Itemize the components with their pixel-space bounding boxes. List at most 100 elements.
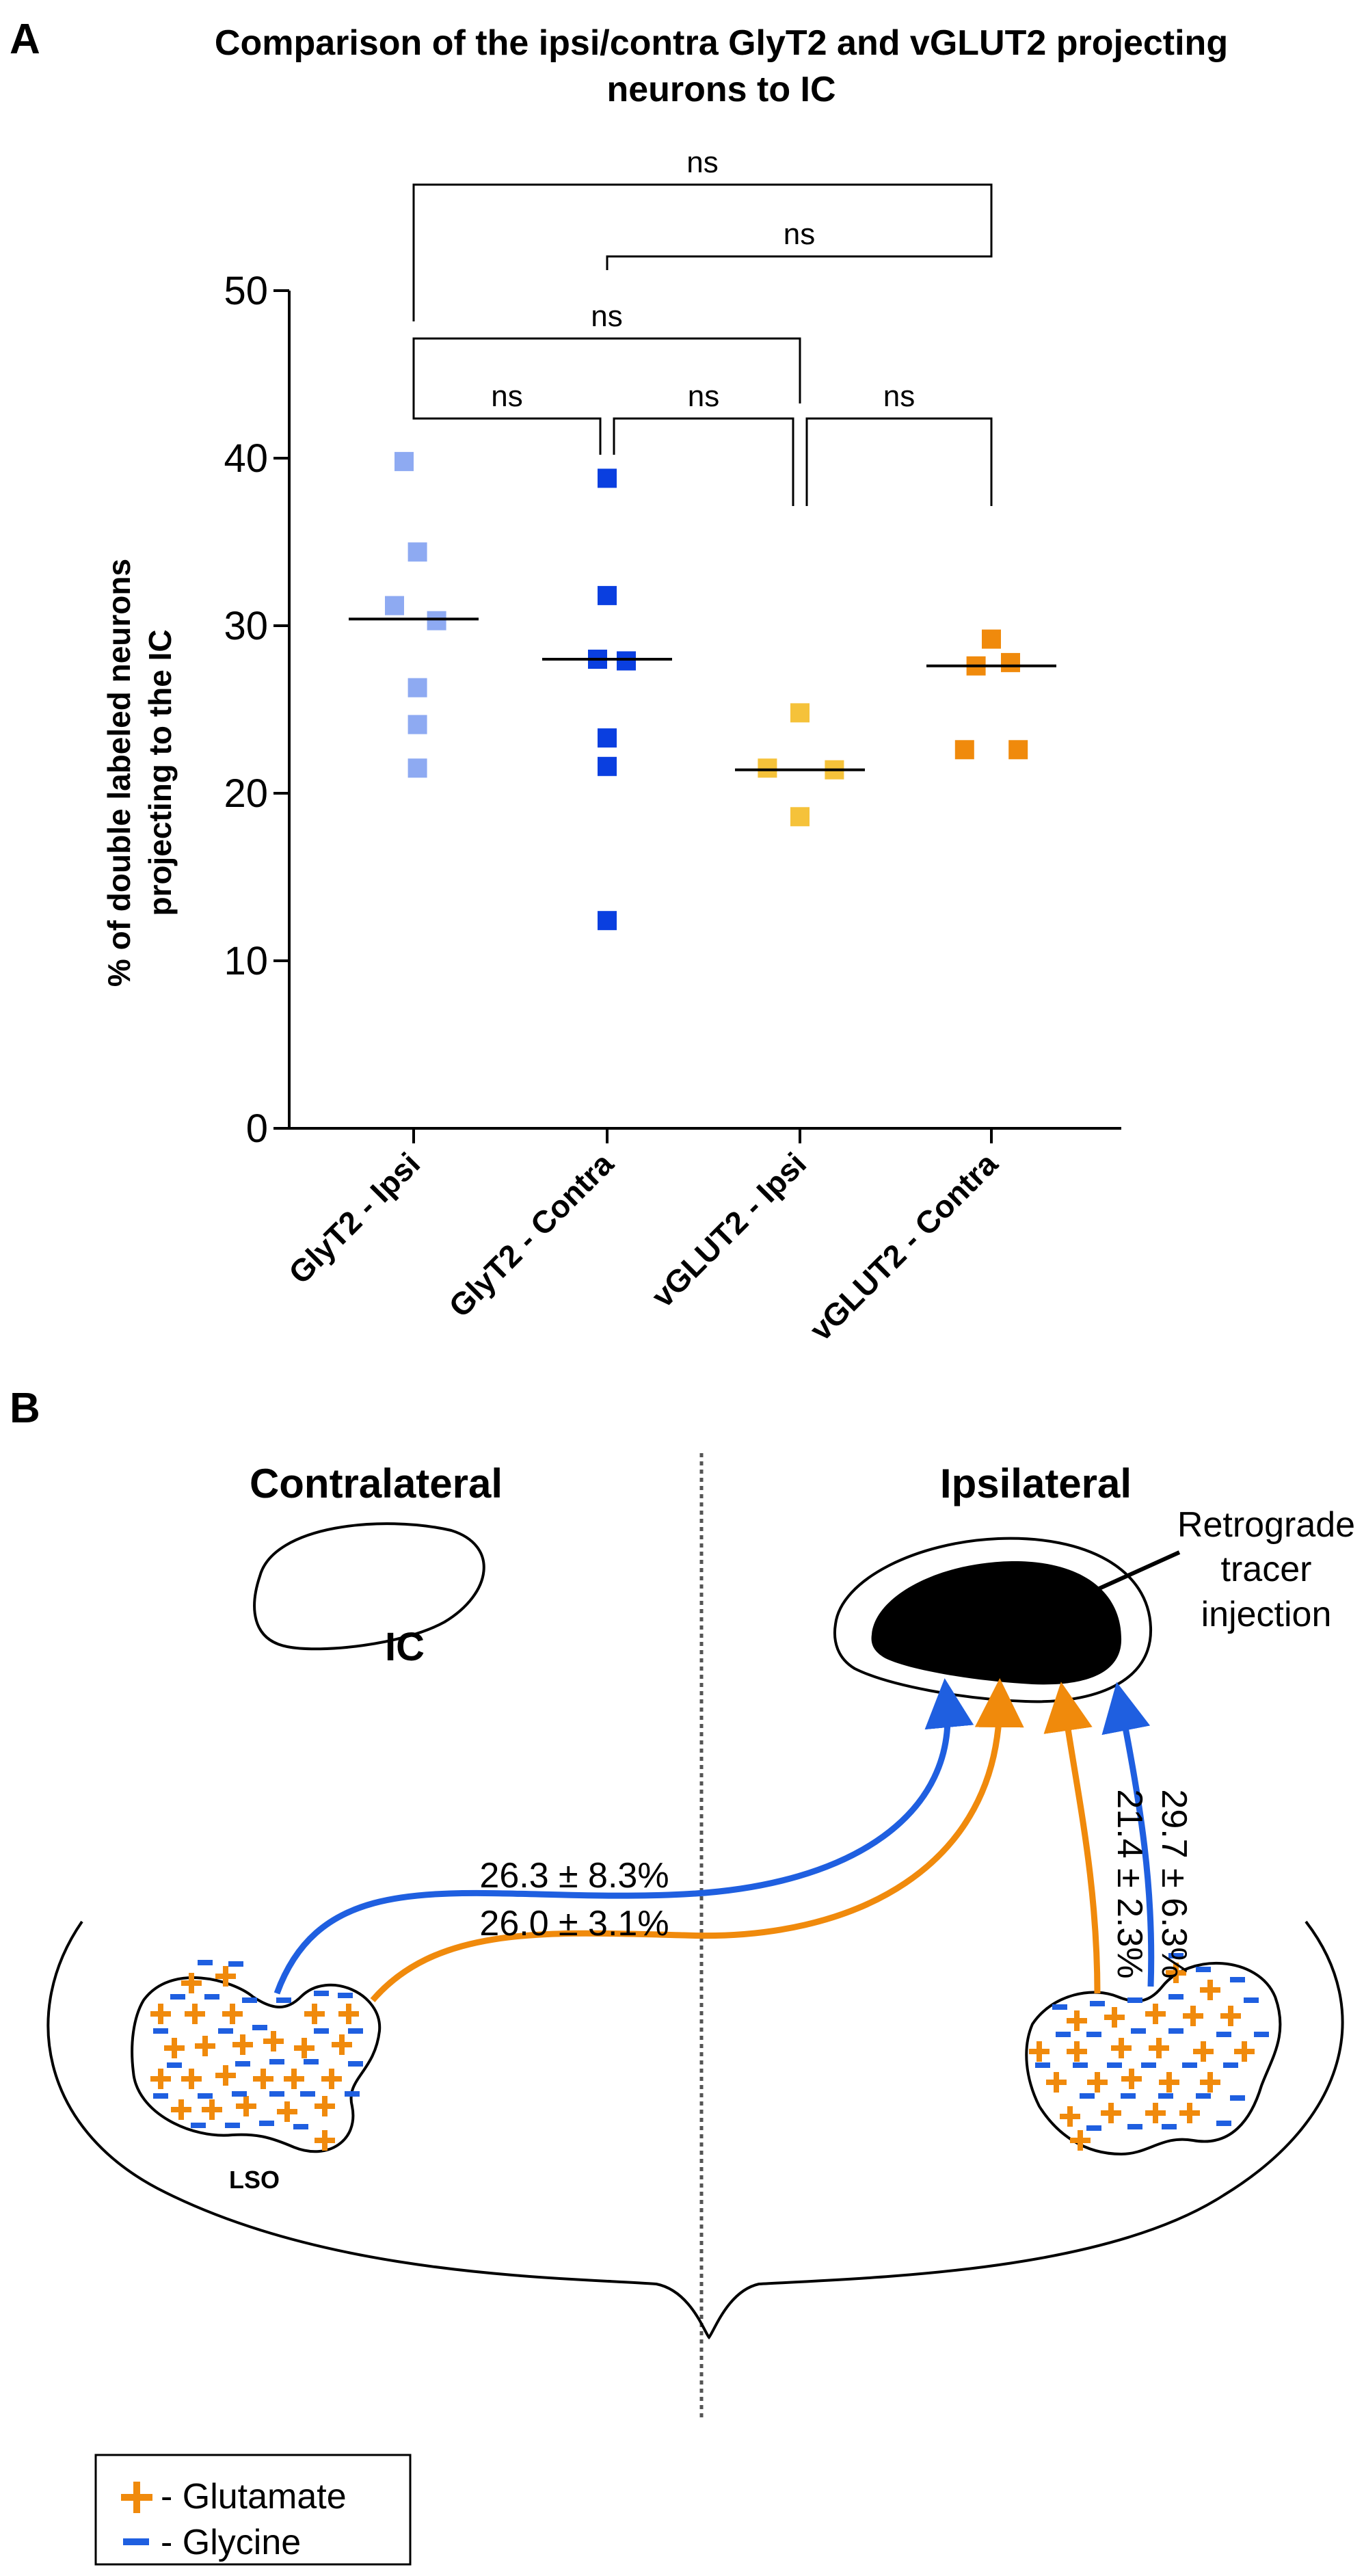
panel-b-letter: B	[10, 1385, 40, 1432]
data-point	[385, 596, 404, 615]
data-point	[407, 542, 427, 562]
glycine-minus	[338, 1993, 353, 1998]
contralateral-lso-markers	[150, 1960, 363, 2151]
injection-site	[871, 1561, 1122, 1685]
x-tick-label: vGLUT2 - Contra	[803, 1145, 1004, 1347]
glutamate-plus	[329, 2069, 334, 2089]
glycine-minus-icon	[123, 2538, 149, 2545]
glycine-minus	[1052, 2004, 1067, 2010]
glycine-minus	[235, 2061, 250, 2067]
glycine-minus	[1254, 2032, 1269, 2037]
glutamate-plus	[192, 2004, 198, 2024]
legend-glutamate-label: - Glutamate	[161, 2477, 347, 2517]
data-point	[598, 756, 617, 776]
glutamate-plus	[1156, 2038, 1162, 2058]
glutamate-plus	[1201, 2041, 1206, 2062]
glutamate-plus	[1187, 2103, 1192, 2123]
glycine-minus	[1230, 1977, 1245, 1982]
glycine-minus	[204, 1994, 219, 2000]
contralateral-label: Contralateral	[250, 1461, 503, 1506]
glutamate-plus	[322, 2130, 327, 2151]
y-tick-label: 20	[224, 771, 268, 816]
glycine-minus	[225, 2123, 240, 2128]
glutamate-plus	[158, 2069, 163, 2089]
y-tick-label: 30	[224, 604, 268, 648]
data-point	[407, 715, 427, 734]
contralateral-ic-outline	[253, 1522, 485, 1651]
ipsilateral-lso-markers	[1029, 1953, 1269, 2151]
glutamate-plus	[223, 1966, 228, 1987]
glutamate-plus	[1108, 2103, 1114, 2123]
y-axis-title-line1: % of double labeled neurons	[101, 559, 137, 987]
glutamate-plus	[1166, 2072, 1172, 2093]
x-ticks: GlyT2 - Ipsi GlyT2 - Contra vGLUT2 - Ipsiv…	[282, 1128, 1004, 1347]
glycine-minus	[1168, 1953, 1184, 1958]
significance-bracket	[805, 417, 993, 506]
glutamate-plus	[346, 2004, 351, 2024]
legend-glycine-label: - Glycine	[161, 2523, 301, 2562]
data-point	[790, 807, 810, 827]
data-point	[982, 629, 1001, 649]
glycine-minus	[191, 2123, 206, 2128]
data-point	[1001, 652, 1020, 672]
data-point	[617, 651, 636, 671]
y-tick-label: 0	[246, 1106, 268, 1151]
contra-glyt2-arrow	[273, 1678, 974, 1995]
ipsi-glyt2-arrow	[1101, 1682, 1155, 1987]
glycine-minus	[345, 2091, 360, 2097]
glutamate-plus	[240, 2034, 245, 2055]
glycine-minus	[1073, 2062, 1088, 2068]
glycine-minus	[232, 2091, 247, 2097]
glutamate-plus	[302, 2038, 307, 2058]
glutamate-plus	[339, 2034, 345, 2055]
glycine-minus	[228, 1961, 243, 1967]
glutamate-plus	[1074, 2041, 1080, 2062]
glutamate-plus	[209, 2099, 215, 2120]
glutamate-plus	[1207, 1980, 1213, 2000]
y-ticks: 0 10 20 30 40 50	[224, 269, 289, 1151]
glycine-minus	[1141, 2062, 1156, 2068]
glycine-minus	[348, 2061, 363, 2067]
glycine-minus	[1230, 2095, 1245, 2101]
glycine-minus	[1216, 2032, 1231, 2037]
glycine-minus	[276, 1997, 291, 2003]
brainstem-outline	[46, 1920, 1344, 2340]
chart-title-line2: neurons to IC	[606, 70, 835, 109]
glutamate-plus	[284, 2101, 290, 2122]
glutamate-plus	[1207, 2072, 1213, 2093]
x-tick-label: GlyT2 - Ipsi	[282, 1145, 427, 1290]
significance-label: ns	[591, 300, 622, 333]
data-point	[427, 611, 446, 630]
significance-bracket	[412, 337, 801, 403]
glutamate-plus	[1228, 2006, 1233, 2026]
tracer-label-line1: Retrograde	[1177, 1505, 1355, 1545]
glycine-minus	[1127, 1997, 1142, 2003]
tracer-label-line2: tracer	[1221, 1550, 1312, 1589]
glutamate-plus	[202, 2036, 208, 2056]
glutamate-plus	[1067, 2106, 1073, 2127]
glycine-minus	[1086, 2125, 1101, 2131]
glutamate-plus	[1153, 2004, 1158, 2024]
glycine-minus	[1223, 2062, 1238, 2068]
glycine-minus	[242, 1997, 257, 2003]
glycine-minus	[1090, 2001, 1105, 2006]
glycine-minus	[1035, 2062, 1050, 2068]
data-point	[407, 678, 427, 698]
data-point	[598, 911, 617, 931]
glycine-minus	[1216, 2121, 1231, 2126]
glutamate-plus	[1119, 2038, 1124, 2058]
significance-bracket	[606, 239, 993, 270]
lso-label: LSO	[229, 2166, 280, 2194]
glutamate-plus	[178, 2099, 184, 2120]
median-lines	[349, 618, 1056, 771]
glycine-minus	[1168, 2028, 1184, 2034]
glycine-minus	[1158, 2093, 1173, 2099]
glycine-minus	[293, 2124, 308, 2129]
glycine-minus	[269, 2091, 284, 2097]
tracer-label-line3: injection	[1201, 1595, 1332, 1634]
data-point	[395, 451, 414, 471]
glycine-minus	[153, 2028, 168, 2034]
glutamate-plus	[158, 2004, 163, 2024]
glycine-minus	[1080, 2093, 1095, 2099]
